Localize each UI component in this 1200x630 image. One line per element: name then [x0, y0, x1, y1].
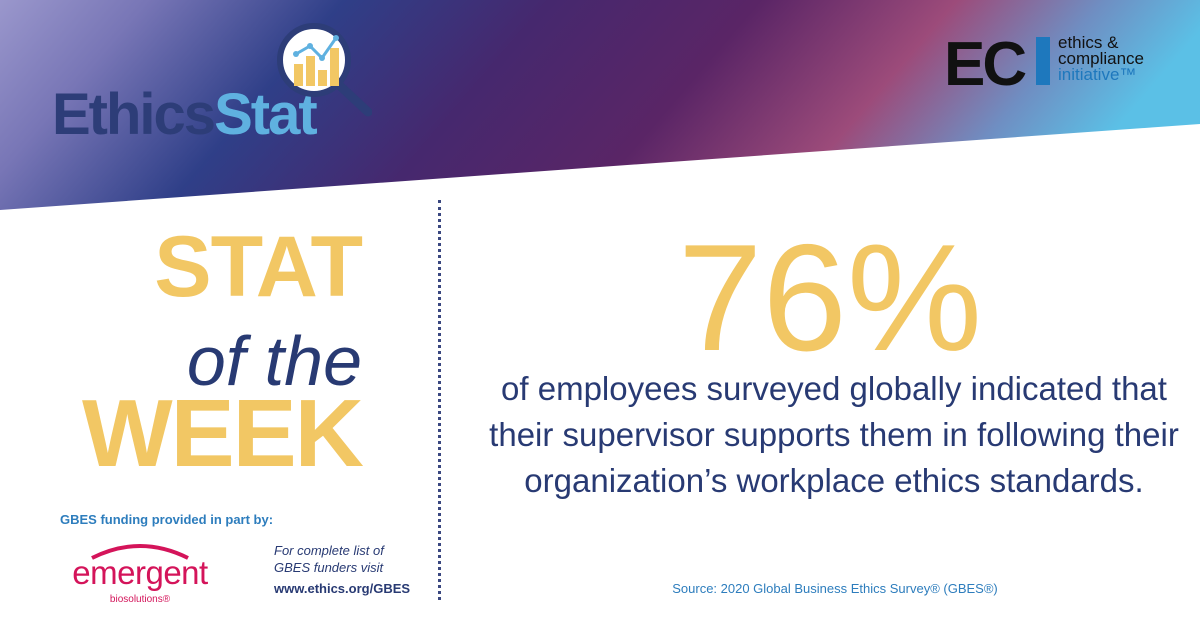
emergent-arc-icon [91, 544, 189, 560]
magnifier-chart-icon [277, 23, 372, 117]
ethicsstat-logo: EthicsStat [52, 86, 318, 144]
emergent-sub: biosolutions® [109, 594, 171, 605]
headline-stat: STAT [154, 219, 363, 315]
funders-note: For complete list of GBES funders visit [274, 543, 384, 575]
stat-source: Source: 2020 Global Business Ethics Surv… [672, 581, 998, 596]
stat-description: of employees surveyed globally indicated… [489, 370, 1179, 499]
logo-ethics-text: Ethics [52, 82, 216, 147]
emergent-logo: emergent biosolutions® [62, 540, 222, 610]
funding-label: GBES funding provided in part by: [60, 512, 274, 527]
eci-line-ethics: ethics & [1058, 33, 1119, 52]
headline-of-the: of the [186, 322, 362, 400]
headline-week: WEEK [82, 380, 364, 487]
stat-value: 76% [677, 213, 983, 383]
logo-stat-text: Stat [214, 82, 318, 147]
eci-line-compliance: compliance [1058, 49, 1144, 68]
eci-logo-mark: EC [944, 33, 1050, 89]
eci-line-initiative: initiative™ [1058, 65, 1137, 84]
dotted-divider [438, 200, 441, 600]
svg-text:EC: EC [944, 33, 1026, 89]
funders-url[interactable]: www.ethics.org/GBES [274, 581, 411, 596]
emergent-name: emergent [72, 554, 208, 591]
eci-logo-text: ethics & compliance initiative™ [1058, 33, 1144, 84]
